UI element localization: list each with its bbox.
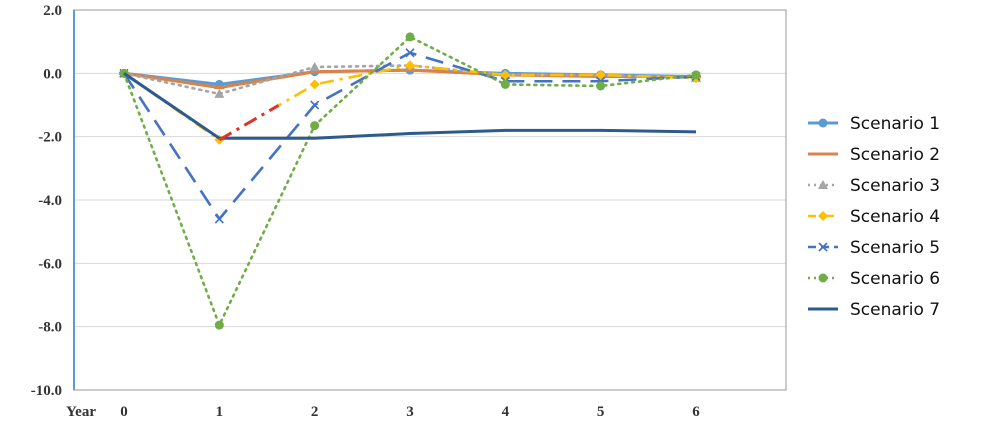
x-tick-label: 5 — [597, 404, 605, 420]
data-point — [595, 69, 606, 80]
data-point — [214, 86, 225, 90]
legend-label: Scenario 2 — [850, 145, 940, 165]
x-tick-label: 2 — [311, 404, 319, 420]
legend-marker — [818, 118, 828, 128]
legend-marker — [818, 180, 828, 189]
series-line — [122, 35, 698, 327]
legend-marker — [818, 273, 828, 283]
data-point — [500, 79, 510, 89]
legend: Scenario 1 Scenario 2 Scenario 3 Scenario 4… — [808, 114, 940, 320]
legend-item: Scenario 1 — [808, 114, 940, 134]
legend-item: Scenario 2 — [808, 145, 940, 165]
legend-marker — [818, 152, 828, 156]
y-tick-label: -10.0 — [31, 383, 62, 399]
data-point — [405, 32, 415, 42]
legend-item: Scenario 5 — [808, 238, 940, 258]
legend-item: Scenario 7 — [808, 300, 940, 320]
x-tick-label: 0 — [120, 404, 128, 420]
x-tick-label: 6 — [692, 404, 700, 420]
legend-marker — [818, 242, 828, 252]
legend-label: Scenario 7 — [850, 300, 940, 320]
x-axis-label: Year — [66, 404, 96, 420]
data-point — [214, 88, 225, 98]
axes — [73, 9, 787, 391]
x-tick-label: 3 — [406, 404, 414, 420]
legend-label: Scenario 3 — [850, 176, 940, 196]
x-tick-label: 1 — [216, 404, 224, 420]
highlight-segment — [218, 104, 280, 142]
data-point — [405, 60, 415, 71]
data-point — [405, 48, 415, 58]
legend-item: Scenario 3 — [808, 176, 940, 196]
legend-label: Scenario 1 — [850, 114, 940, 134]
data-point — [309, 70, 320, 74]
y-tick-label: 0.0 — [43, 66, 62, 82]
data-point — [310, 121, 320, 131]
legend-label: Scenario 5 — [850, 238, 940, 258]
data-point — [309, 62, 320, 71]
y-tick-label: -4.0 — [38, 193, 62, 209]
data-point — [309, 79, 320, 90]
series-6 — [119, 32, 701, 330]
y-tick-label: -8.0 — [38, 320, 62, 336]
legend-label: Scenario 6 — [850, 269, 940, 289]
data-point — [691, 70, 701, 80]
data-point — [310, 100, 320, 110]
y-tick-label: -2.0 — [38, 130, 62, 146]
data-point — [214, 214, 224, 224]
data-point — [500, 69, 511, 80]
x-tick-label: 4 — [502, 404, 510, 420]
series — [119, 32, 701, 330]
data-point — [596, 81, 606, 91]
legend-item: Scenario 4 — [808, 207, 940, 227]
legend-marker — [818, 211, 828, 221]
legend-item: Scenario 6 — [808, 269, 940, 289]
gridlines — [74, 9, 786, 391]
y-tick-label: 2.0 — [43, 3, 62, 19]
data-point — [214, 320, 224, 330]
y-tick-label: -6.0 — [38, 256, 62, 272]
legend-label: Scenario 4 — [850, 207, 940, 227]
